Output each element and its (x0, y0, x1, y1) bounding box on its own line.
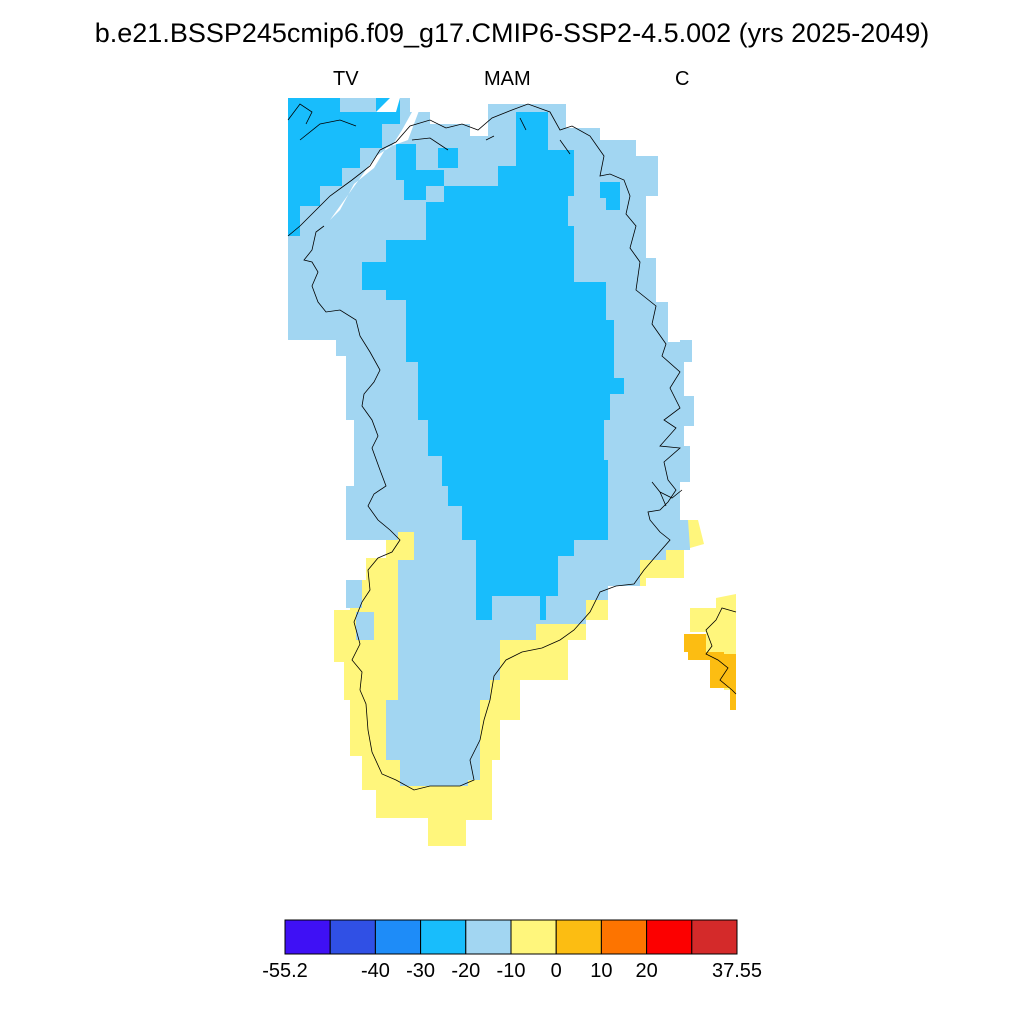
colorbar-box (555, 919, 602, 955)
colorbar-tick-label: 0 (550, 960, 562, 982)
region-deep-blue-north1 (396, 144, 444, 200)
colorbar-box (465, 919, 512, 955)
colorbar-box (646, 919, 693, 955)
colorbar-tick-label: -30 (406, 960, 436, 982)
region-yellow-south (334, 532, 608, 846)
colorbar-box (600, 919, 648, 955)
units-label: C (675, 68, 690, 90)
colorbar-tick-label: 37.55 (711, 960, 763, 982)
colorbar-tick-label: -55.2 (262, 960, 308, 982)
season-label: MAM (484, 68, 531, 90)
coastline-east-island (705, 607, 737, 695)
colorbar-box (329, 919, 376, 955)
water-gap-nw2 (376, 98, 400, 112)
water-gap-nw (330, 108, 420, 220)
region-deep-blue-core (362, 112, 624, 620)
region-yellow-east2 (688, 520, 704, 548)
region-deep-blue-north2 (438, 148, 458, 168)
colorbar-tick-label: 20 (635, 960, 658, 982)
region-light-blue-west (288, 256, 340, 340)
region-light-blue-patch2 (346, 580, 362, 608)
colorbar-tick-label: -10 (496, 960, 526, 982)
coastline (287, 103, 681, 791)
colorbar-box (510, 919, 557, 955)
coastline-north (299, 117, 571, 155)
variable-label: TV (333, 68, 359, 90)
colorbar (284, 919, 738, 955)
colorbar-box (420, 919, 467, 955)
plot-title: b.e21.BSSP245cmip6.f09_g17.CMIP6-SSP2-4.… (94, 18, 930, 48)
region-deep-blue-ne (600, 182, 620, 210)
coastline-fjord (651, 481, 683, 507)
region-deep-blue-nw (288, 98, 400, 236)
colorbar-box (691, 919, 738, 955)
coastline-island-nw (287, 103, 313, 125)
colorbar-tick-label: -40 (360, 960, 390, 982)
region-light-blue-patch (356, 612, 374, 640)
colorbar-box (284, 919, 331, 955)
colorbar-box (374, 919, 422, 955)
colorbar-tick-label: 10 (590, 960, 613, 982)
region-yellow-east (640, 550, 684, 586)
region-orange-east (684, 634, 736, 710)
colorbar-tick-label: -20 (451, 960, 481, 982)
